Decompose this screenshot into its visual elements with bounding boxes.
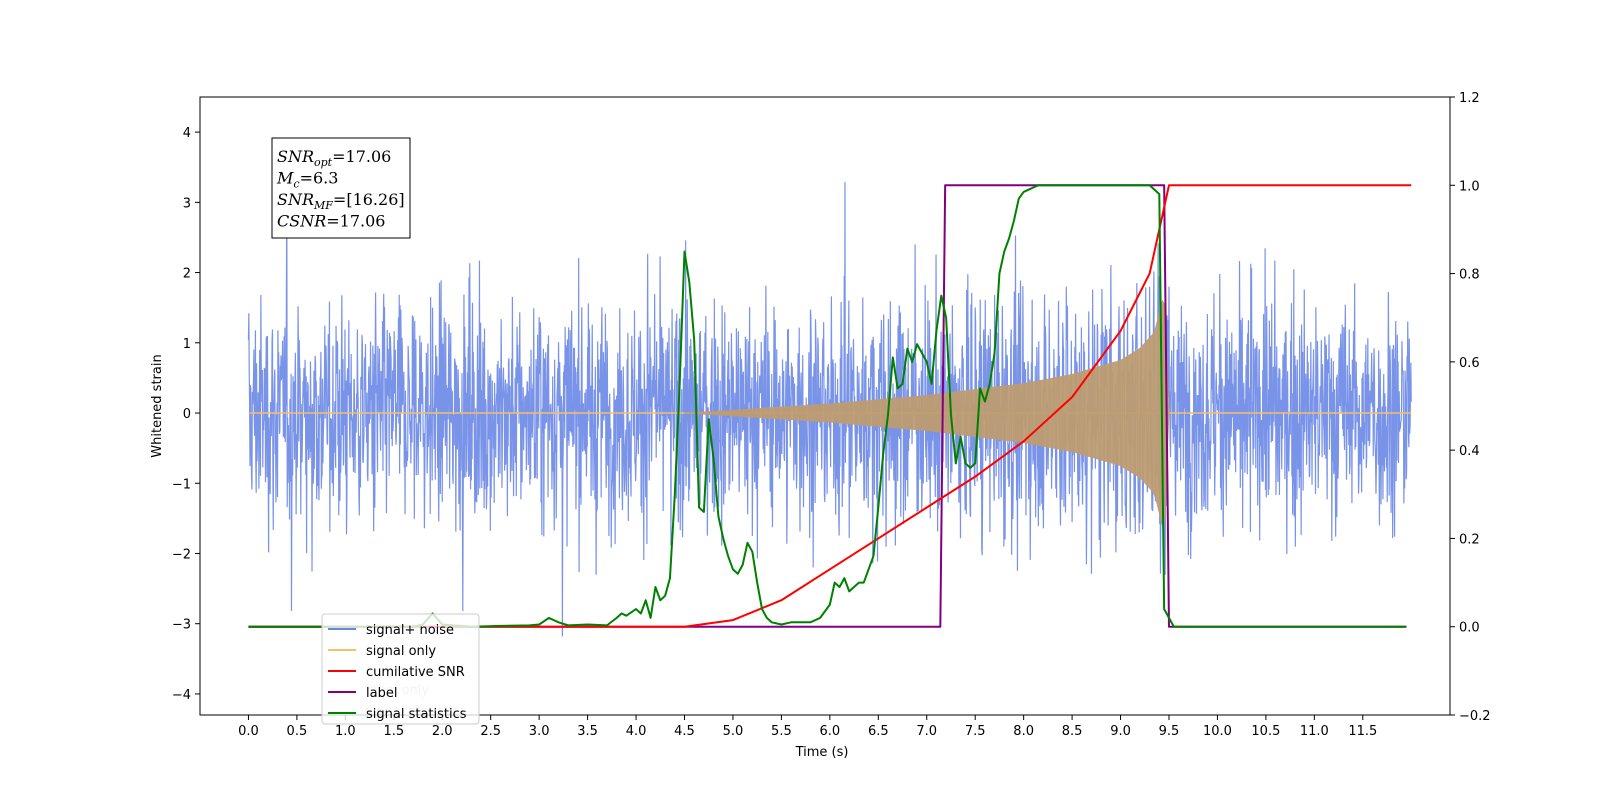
x-tick-label: 1.0 <box>335 724 356 739</box>
series-signal-statistics <box>248 184 1407 628</box>
y-left-tick-label: −2 <box>172 547 191 562</box>
y-left-tick-label: −1 <box>172 477 191 492</box>
x-tick-label: 7.0 <box>916 724 937 739</box>
y-left-tick-label: −3 <box>172 618 191 633</box>
y-left-tick-label: 1 <box>183 337 191 352</box>
series-signal-only <box>248 299 1412 527</box>
annotation-box: SNRopt=17.06Mc=6.3SNRMF=[16.26]CSNR=17.0… <box>271 137 411 239</box>
y-left-tick-label: 3 <box>183 196 191 211</box>
signal-only-chirp <box>684 299 1170 527</box>
legend-label: signal+ noise <box>366 623 454 638</box>
x-tick-label: 9.0 <box>1110 724 1131 739</box>
x-tick-label: 3.5 <box>577 724 598 739</box>
x-tick-label: 4.0 <box>626 724 647 739</box>
x-axis: 0.0 0.5 1.0 1.5 2.0 2.5 3.0 3.5 4.0 4.5 5.0 5.5 6.0 6… <box>238 715 1377 739</box>
annotation-line: SNRMF=[16.26] <box>277 190 405 212</box>
x-tick-label: 3.0 <box>529 724 550 739</box>
legend-label: signal only <box>366 644 436 659</box>
y-axis-right: 1.2 1.0 0.8 0.6 0.4 0.2 0.0 −0.2 <box>1450 91 1491 724</box>
legend-label: label <box>366 686 397 701</box>
x-tick-label: 10.0 <box>1203 724 1232 739</box>
signal-noise-line <box>247 182 1412 637</box>
x-tick-label: 8.5 <box>1062 724 1083 739</box>
y-axis-left: 4 3 2 1 0 −1 −2 −3 −4 <box>172 126 200 703</box>
x-tick-label: 8.0 <box>1013 724 1034 739</box>
legend-frame <box>321 613 480 725</box>
series-signal-noise <box>247 182 1412 637</box>
y-left-tick-label: −4 <box>172 688 191 703</box>
x-tick-label: 0.5 <box>287 724 308 739</box>
y-right-tick-label: −0.2 <box>1459 709 1491 724</box>
annotation-line: SNRopt=17.06 <box>277 147 391 169</box>
x-axis-title: Time (s) <box>795 745 849 760</box>
y-right-tick-label: 1.2 <box>1459 91 1480 106</box>
legend: label onlysignal statisticssignal+ noise… <box>321 613 480 725</box>
annotation-frame <box>271 137 411 239</box>
x-tick-label: 2.0 <box>432 724 453 739</box>
y-right-tick-label: 0.0 <box>1459 621 1480 636</box>
y-right-tick-label: 0.6 <box>1459 356 1480 371</box>
signal-statistics-line <box>248 184 1407 628</box>
x-tick-label: 6.0 <box>820 724 841 739</box>
x-tick-label: 10.5 <box>1251 724 1280 739</box>
legend-label: signal statistics <box>366 707 467 722</box>
x-tick-label: 11.5 <box>1348 724 1377 739</box>
annotation-line: CSNR=17.06 <box>277 212 385 231</box>
y-right-tick-label: 0.4 <box>1459 444 1480 459</box>
y-right-tick-label: 0.8 <box>1459 268 1480 283</box>
plot-frame <box>199 96 1451 716</box>
legend-label: cumilative SNR <box>366 665 465 680</box>
y-left-tick-label: 0 <box>183 407 191 422</box>
y-left-tick-label: 4 <box>183 126 191 141</box>
x-tick-label: 2.5 <box>480 724 501 739</box>
x-tick-label: 1.5 <box>383 724 404 739</box>
x-tick-label: 6.5 <box>868 724 889 739</box>
y-right-tick-label: 1.0 <box>1459 179 1480 194</box>
x-tick-label: 11.0 <box>1300 724 1329 739</box>
y-right-tick-label: 0.2 <box>1459 532 1480 547</box>
x-tick-label: 5.0 <box>723 724 744 739</box>
x-tick-label: 5.5 <box>771 724 792 739</box>
x-tick-label: 0.0 <box>238 724 259 739</box>
y-left-tick-label: 2 <box>183 267 191 282</box>
x-tick-label: 9.5 <box>1159 724 1180 739</box>
y-axis-title: Whitened strain <box>150 354 165 457</box>
x-tick-label: 4.5 <box>674 724 695 739</box>
annotation-line: Mc=6.3 <box>276 169 338 191</box>
x-tick-label: 7.5 <box>965 724 986 739</box>
